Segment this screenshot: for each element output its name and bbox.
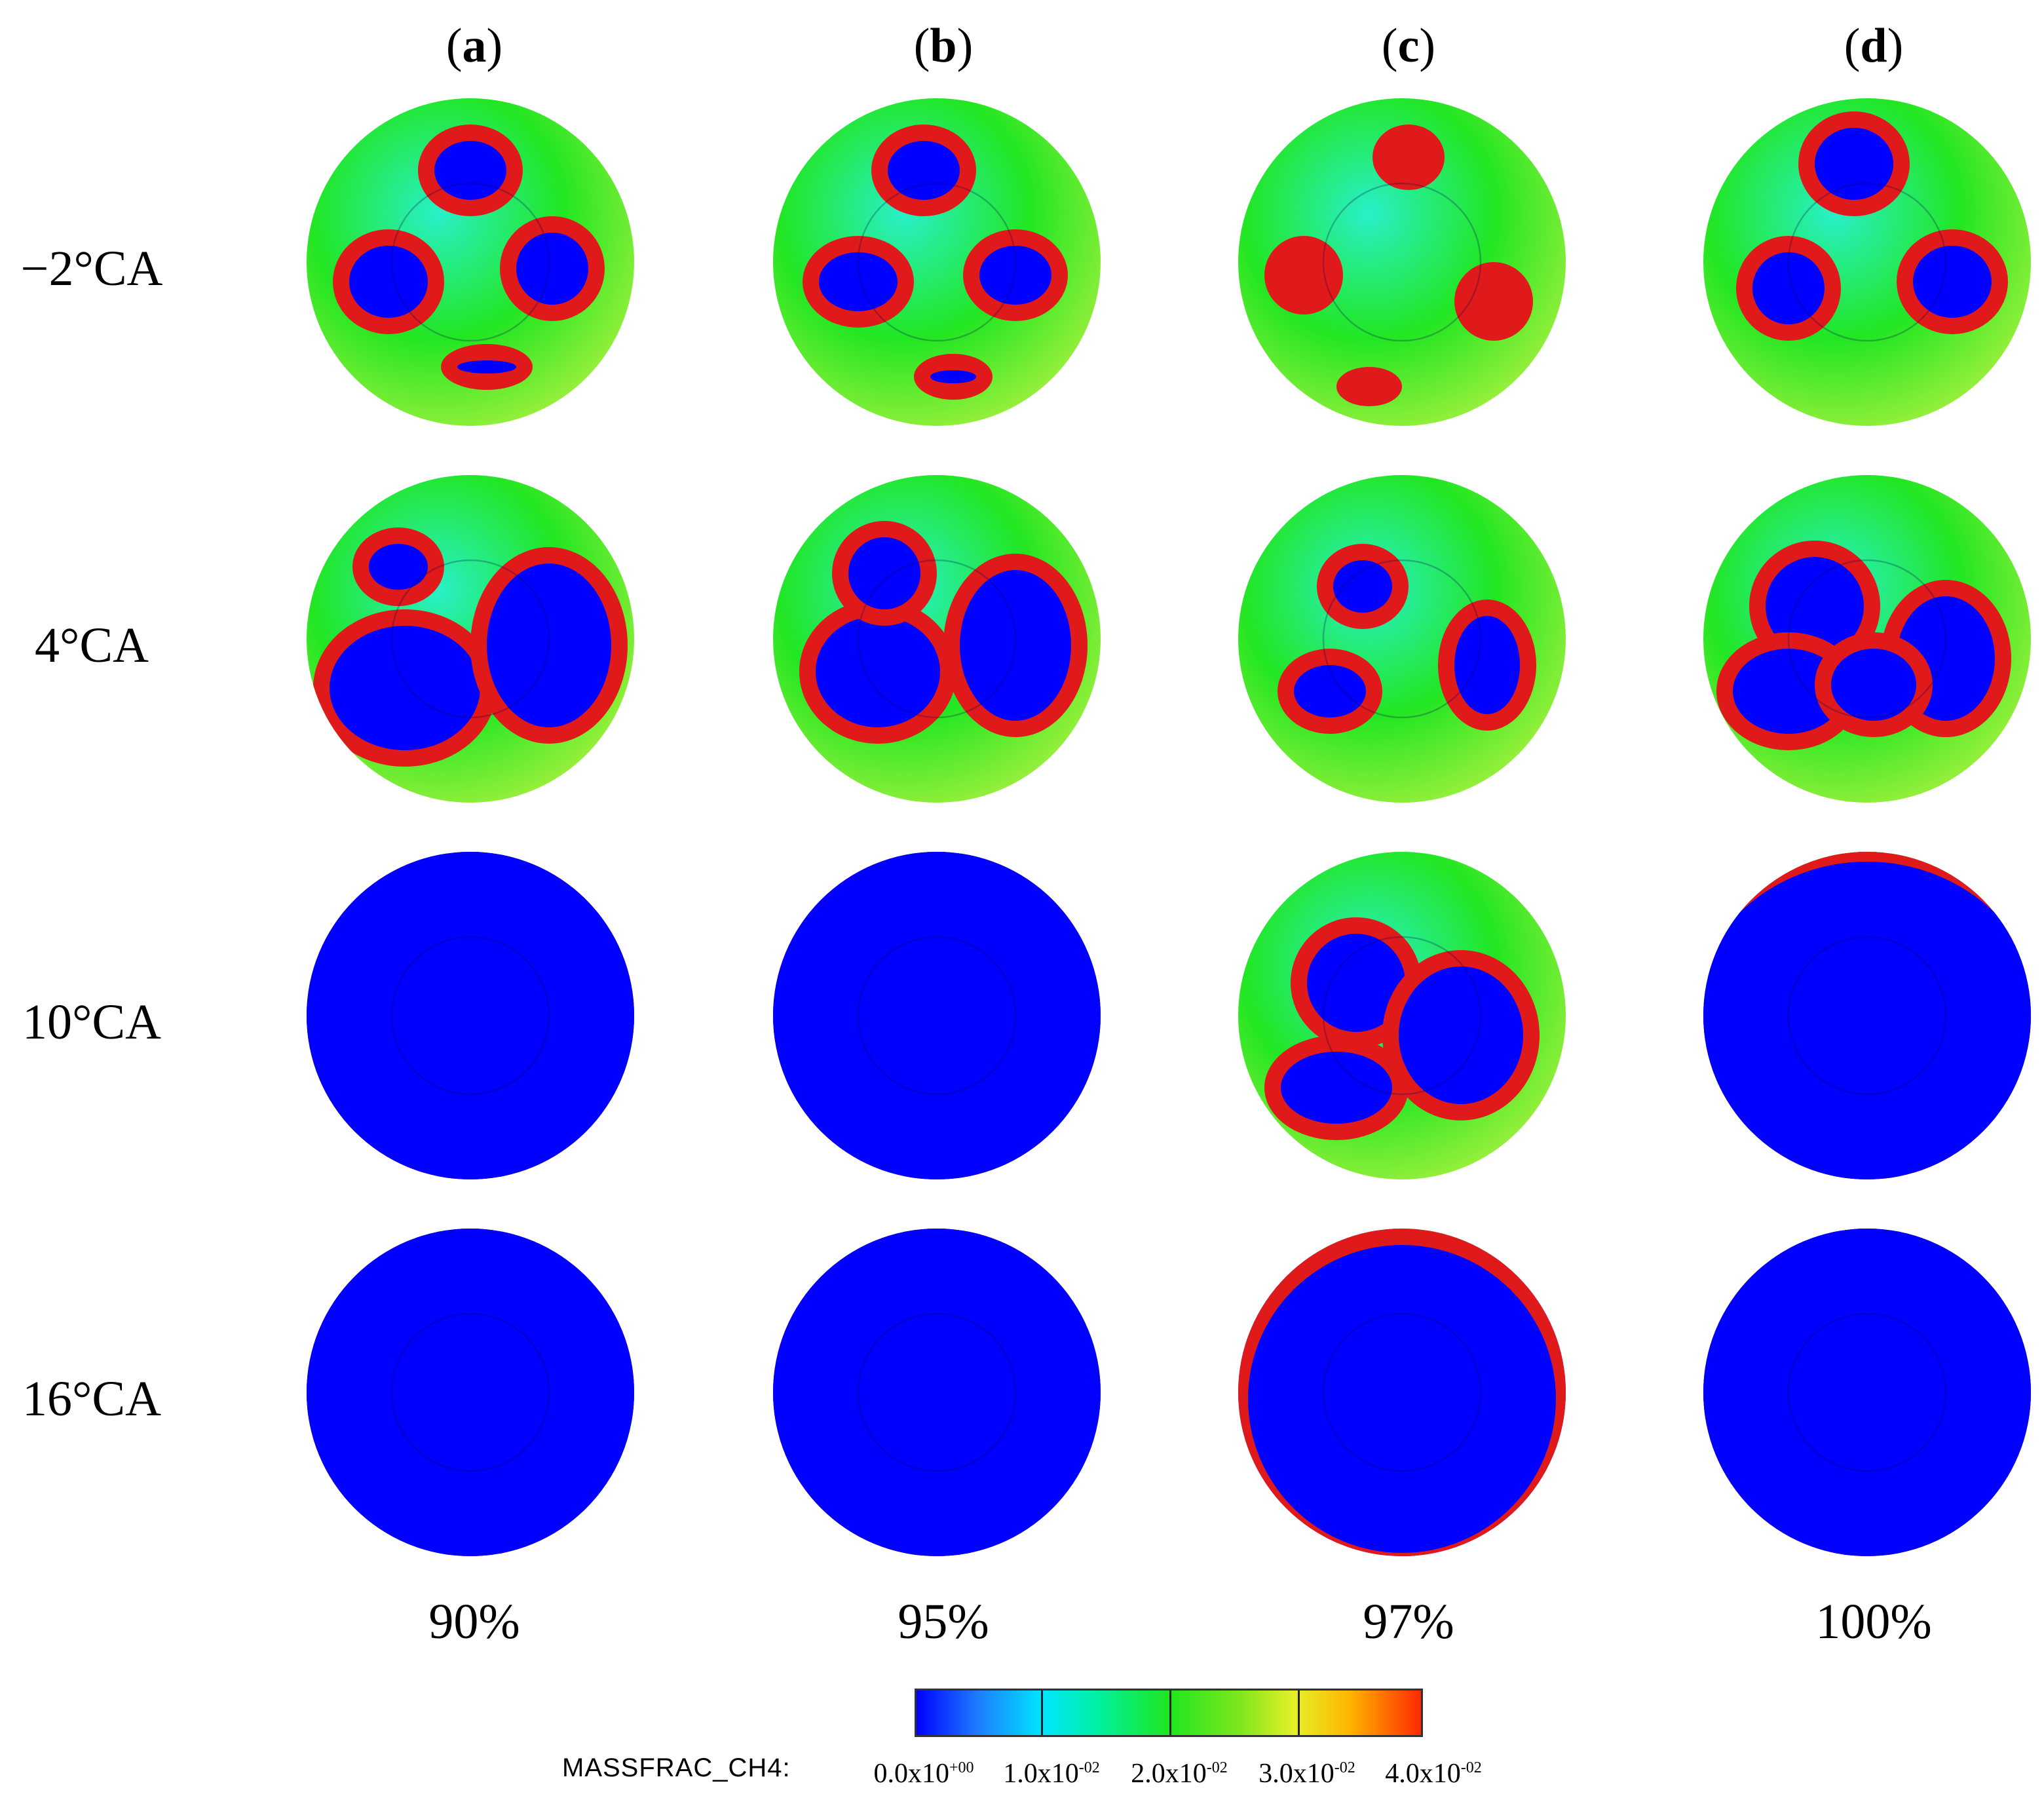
- burned-kernel: [349, 246, 428, 318]
- burned-kernel: [1294, 665, 1366, 717]
- disc-rendering: [300, 468, 641, 809]
- burned-kernel: [1471, 278, 1517, 324]
- burned-kernel: [1815, 128, 1893, 200]
- colorbar-divider: [1169, 1691, 1171, 1735]
- piston-bowl-outline: [390, 559, 550, 719]
- disc-rendering: [1232, 468, 1572, 809]
- burned-kernel: [307, 852, 634, 1179]
- colorbar-tick: 0.0x10+00: [873, 1759, 974, 1789]
- piston-bowl-outline: [857, 936, 1017, 1096]
- burned-kernel: [1703, 1229, 2031, 1556]
- burned-kernel: [1307, 934, 1405, 1032]
- piston-bowl-outline: [1787, 1312, 1947, 1472]
- burned-kernel: [1913, 246, 1992, 318]
- disc-rendering: [766, 1222, 1107, 1563]
- piston-bowl-outline: [1787, 559, 1947, 719]
- burned-kernel: [1389, 141, 1428, 174]
- colorbar-tick: 3.0x10-02: [1259, 1759, 1355, 1789]
- column-label-a: (a): [445, 19, 503, 73]
- disc-rendering: [1697, 468, 2037, 809]
- piston-bowl-outline: [1787, 936, 1947, 1096]
- burned-kernel: [330, 626, 480, 750]
- burned-kernel: [888, 141, 960, 200]
- piston-bowl-outline: [390, 936, 550, 1096]
- disc-rendering: [300, 1222, 641, 1563]
- colorbar-tick: 2.0x10-02: [1131, 1759, 1228, 1789]
- disc-rendering: [1232, 1222, 1572, 1563]
- disc-background: [307, 98, 634, 426]
- colorbar-tick: 4.0x10-02: [1385, 1759, 1482, 1789]
- burned-kernel: [1454, 616, 1520, 714]
- burned-kernel: [1248, 1245, 1556, 1553]
- colorbar-divider: [1298, 1691, 1300, 1735]
- burned-kernel: [1399, 966, 1523, 1104]
- burned-kernel: [816, 616, 940, 727]
- burned-kernel: [434, 141, 506, 200]
- row-label-16: 16°CA: [22, 1371, 161, 1426]
- piston-bowl-outline: [857, 1312, 1017, 1472]
- percent-label-d: 100%: [1815, 1594, 1932, 1649]
- burned-kernel: [1281, 252, 1327, 298]
- piston-bowl-outline: [390, 182, 550, 342]
- piston-bowl-outline: [1322, 1312, 1482, 1472]
- disc-rendering: [300, 92, 641, 432]
- burned-kernel: [848, 537, 920, 609]
- disc-rendering: [300, 845, 641, 1186]
- piston-bowl-outline: [1787, 182, 1947, 342]
- burned-kernel: [1333, 560, 1392, 613]
- burned-kernel: [1703, 862, 2031, 1179]
- burned-kernel: [979, 246, 1051, 305]
- percent-label-b: 95%: [898, 1594, 989, 1649]
- disc-rendering: [1697, 92, 2037, 432]
- burned-kernel: [960, 570, 1071, 721]
- burned-kernel: [307, 1229, 634, 1556]
- disc-rendering: [1232, 92, 1572, 432]
- percent-label-c: 97%: [1363, 1594, 1454, 1649]
- burned-kernel: [1353, 383, 1386, 390]
- colorbar-title: MASSFRAC_CH4:: [562, 1753, 791, 1782]
- disc-rendering: [1697, 1222, 2037, 1563]
- colorbar: [915, 1689, 1423, 1737]
- burned-kernel: [819, 252, 898, 311]
- colorbar-divider: [1041, 1691, 1043, 1735]
- row-label-10: 10°CA: [22, 995, 161, 1050]
- disc-background: [1238, 98, 1566, 426]
- column-label-b: (b): [913, 19, 974, 73]
- disc-background: [773, 98, 1101, 426]
- burned-kernel: [1733, 649, 1844, 734]
- burned-kernel: [1281, 1052, 1392, 1124]
- burned-kernel: [516, 233, 588, 305]
- burned-kernel: [1752, 252, 1825, 324]
- piston-bowl-outline: [857, 182, 1017, 342]
- disc-rendering: [766, 845, 1107, 1186]
- burned-kernel: [1766, 557, 1864, 655]
- piston-bowl-outline: [857, 559, 1017, 719]
- piston-bowl-outline: [1322, 182, 1482, 342]
- column-label-d: (d): [1844, 19, 1904, 73]
- percent-label-a: 90%: [428, 1594, 520, 1649]
- row-label-4: 4°CA: [35, 618, 149, 673]
- disc-rendering: [1697, 845, 2037, 1186]
- colorbar-tick: 1.0x10-02: [1003, 1759, 1100, 1789]
- burned-kernel: [773, 1229, 1101, 1556]
- burned-kernel: [487, 564, 611, 727]
- burned-kernel: [773, 852, 1101, 1179]
- burned-kernel: [930, 370, 976, 383]
- disc-rendering: [766, 468, 1107, 809]
- burned-kernel: [369, 544, 428, 590]
- disc-rendering: [766, 92, 1107, 432]
- piston-bowl-outline: [1322, 559, 1482, 719]
- disc-background: [1703, 98, 2031, 426]
- piston-bowl-outline: [1322, 936, 1482, 1096]
- piston-bowl-outline: [390, 1312, 550, 1472]
- burned-kernel: [1831, 649, 1916, 721]
- column-label-c: (c): [1381, 19, 1436, 73]
- burned-kernel: [457, 360, 516, 373]
- row-label-minus2: −2°CA: [20, 241, 163, 296]
- disc-rendering: [1232, 845, 1572, 1186]
